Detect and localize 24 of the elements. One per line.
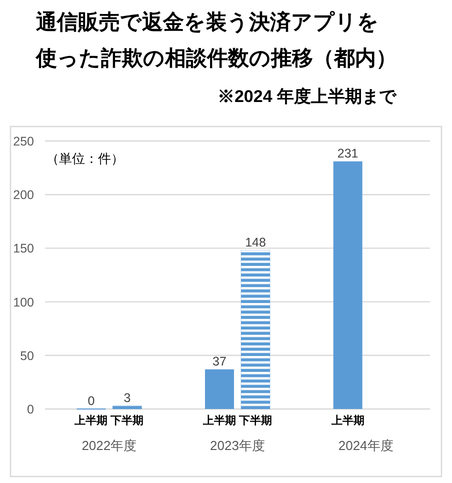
annotation: （単位：件）: [46, 151, 124, 166]
series-label: 下半期: [110, 414, 144, 427]
chart-subtitle: ※2024 年度上半期まで: [217, 87, 397, 106]
y-tick-label: 100: [13, 295, 34, 310]
bar: [205, 369, 234, 409]
y-tick-label: 50: [20, 348, 34, 363]
y-tick-label: 250: [13, 134, 34, 148]
x-tick-label: 2023年度: [210, 438, 265, 453]
y-tick-label: 200: [13, 188, 34, 202]
bar: [333, 161, 362, 409]
text: 上半期: [331, 415, 364, 427]
data-label: 148: [245, 235, 266, 250]
data-label: 37: [212, 354, 226, 368]
data-label: 231: [337, 146, 358, 160]
text: 下半期: [239, 415, 272, 427]
y-tick-label: 0: [27, 402, 34, 416]
title: 通信販売で返金を装う決済アプリを使った詐欺の相談件数の推移（都内）: [36, 11, 397, 70]
data-label: 3: [124, 390, 131, 405]
y-tick-label: 150: [13, 242, 34, 256]
series-label: 上半期: [74, 414, 108, 427]
data-label: 0: [88, 394, 95, 408]
x-tick-label: 2022年度: [82, 438, 137, 453]
text: 上半期: [203, 415, 236, 427]
x-tick-label: 2024年度: [338, 438, 394, 453]
